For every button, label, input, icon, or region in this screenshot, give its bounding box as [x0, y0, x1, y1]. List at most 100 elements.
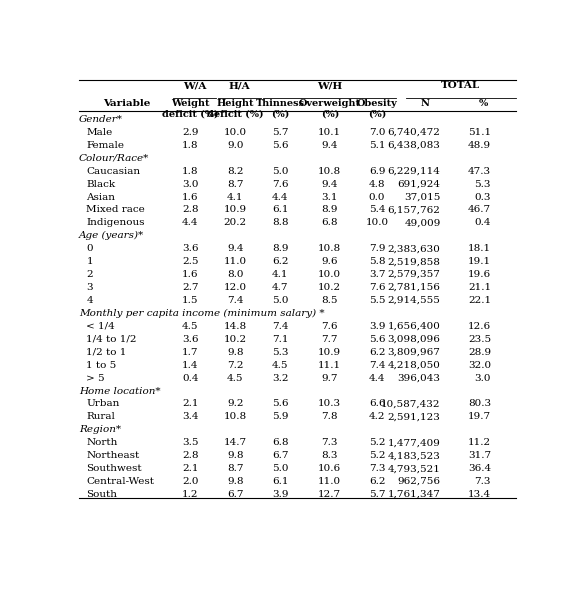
- Text: 3.1: 3.1: [321, 192, 338, 202]
- Text: 7.6: 7.6: [272, 180, 288, 189]
- Text: 37,015: 37,015: [404, 192, 441, 202]
- Text: 4,793,521: 4,793,521: [388, 464, 441, 473]
- Text: 5.7: 5.7: [369, 490, 385, 499]
- Text: 6.7: 6.7: [227, 490, 244, 499]
- Text: 5.1: 5.1: [369, 141, 385, 150]
- Text: 4.7: 4.7: [272, 283, 288, 292]
- Text: 3.6: 3.6: [182, 244, 198, 254]
- Text: 5.2: 5.2: [369, 452, 385, 460]
- Text: South: South: [86, 490, 117, 499]
- Text: 2.8: 2.8: [182, 205, 198, 214]
- Text: 5.3: 5.3: [272, 348, 288, 357]
- Text: 6.2: 6.2: [272, 257, 288, 266]
- Text: 7.4: 7.4: [227, 296, 244, 305]
- Text: 2,591,123: 2,591,123: [388, 412, 441, 422]
- Text: 5.9: 5.9: [272, 412, 288, 422]
- Text: 8.9: 8.9: [272, 244, 288, 254]
- Text: 12.6: 12.6: [468, 322, 491, 331]
- Text: 9.4: 9.4: [227, 244, 244, 254]
- Text: 3.9: 3.9: [272, 490, 288, 499]
- Text: 51.1: 51.1: [468, 128, 491, 137]
- Text: 4,183,523: 4,183,523: [388, 452, 441, 460]
- Text: 6.8: 6.8: [321, 218, 338, 227]
- Text: 4.2: 4.2: [369, 412, 385, 422]
- Text: 12.7: 12.7: [318, 490, 342, 499]
- Text: 6,229,114: 6,229,114: [388, 167, 441, 175]
- Text: 1/2 to 1: 1/2 to 1: [86, 348, 127, 357]
- Text: 5.7: 5.7: [272, 128, 288, 137]
- Text: 3.5: 3.5: [182, 438, 198, 447]
- Text: Black: Black: [86, 180, 115, 189]
- Text: 10.6: 10.6: [318, 464, 342, 473]
- Text: Colour/Race*: Colour/Race*: [79, 154, 149, 163]
- Text: Monthly per capita income (minimum salary) *: Monthly per capita income (minimum salar…: [79, 309, 324, 318]
- Text: 1/4 to 1/2: 1/4 to 1/2: [86, 335, 137, 344]
- Text: 7.3: 7.3: [474, 477, 491, 486]
- Text: 5.2: 5.2: [369, 438, 385, 447]
- Text: 8.3: 8.3: [321, 452, 338, 460]
- Text: Region*: Region*: [79, 425, 121, 434]
- Text: < 1/4: < 1/4: [86, 322, 115, 331]
- Text: 47.3: 47.3: [468, 167, 491, 175]
- Text: Rural: Rural: [86, 412, 115, 422]
- Text: 1.2: 1.2: [182, 490, 198, 499]
- Text: 2,383,630: 2,383,630: [388, 244, 441, 254]
- Text: Gender*: Gender*: [79, 115, 123, 124]
- Text: 6.9: 6.9: [369, 167, 385, 175]
- Text: 6.7: 6.7: [272, 452, 288, 460]
- Text: 0.4: 0.4: [182, 373, 198, 382]
- Text: 7.2: 7.2: [227, 360, 244, 370]
- Text: 19.1: 19.1: [468, 257, 491, 266]
- Text: 4.4: 4.4: [272, 192, 288, 202]
- Text: 10.9: 10.9: [318, 348, 342, 357]
- Text: Variable: Variable: [103, 100, 150, 109]
- Text: 9.6: 9.6: [321, 257, 338, 266]
- Text: Caucasian: Caucasian: [86, 167, 140, 175]
- Text: 0.0: 0.0: [369, 192, 385, 202]
- Text: 8.0: 8.0: [227, 270, 244, 279]
- Text: 12.0: 12.0: [224, 283, 247, 292]
- Text: 2,781,156: 2,781,156: [388, 283, 441, 292]
- Text: 6,438,083: 6,438,083: [388, 141, 441, 150]
- Text: 9.0: 9.0: [227, 141, 244, 150]
- Text: 7.6: 7.6: [321, 322, 338, 331]
- Text: Age (years)*: Age (years)*: [79, 232, 144, 241]
- Text: Thinness
(%): Thinness (%): [256, 100, 304, 119]
- Text: 3.2: 3.2: [272, 373, 288, 382]
- Text: 2: 2: [86, 270, 93, 279]
- Text: 3.7: 3.7: [369, 270, 385, 279]
- Text: 7.6: 7.6: [369, 283, 385, 292]
- Text: 1,477,409: 1,477,409: [388, 438, 441, 447]
- Text: 13.4: 13.4: [468, 490, 491, 499]
- Text: 3,809,967: 3,809,967: [388, 348, 441, 357]
- Text: 10.3: 10.3: [318, 400, 342, 409]
- Text: 21.1: 21.1: [468, 283, 491, 292]
- Text: > 5: > 5: [86, 373, 105, 382]
- Text: 1,656,400: 1,656,400: [388, 322, 441, 331]
- Text: 6.1: 6.1: [272, 205, 288, 214]
- Text: 2.1: 2.1: [182, 400, 198, 409]
- Text: H/A: H/A: [229, 81, 251, 90]
- Text: 23.5: 23.5: [468, 335, 491, 344]
- Text: 0: 0: [86, 244, 93, 254]
- Text: 7.1: 7.1: [272, 335, 288, 344]
- Text: %: %: [478, 100, 488, 109]
- Text: 3.4: 3.4: [182, 412, 198, 422]
- Text: 5.6: 5.6: [272, 400, 288, 409]
- Text: Mixed race: Mixed race: [86, 205, 145, 214]
- Text: 19.7: 19.7: [468, 412, 491, 422]
- Text: 6.2: 6.2: [369, 477, 385, 486]
- Text: 4: 4: [86, 296, 93, 305]
- Text: 10.0: 10.0: [318, 270, 342, 279]
- Text: 2.5: 2.5: [182, 257, 198, 266]
- Text: North: North: [86, 438, 118, 447]
- Text: 10.0: 10.0: [224, 128, 247, 137]
- Text: Female: Female: [86, 141, 125, 150]
- Text: 5.0: 5.0: [272, 167, 288, 175]
- Text: 8.7: 8.7: [227, 464, 244, 473]
- Text: 4.5: 4.5: [182, 322, 198, 331]
- Text: 49,009: 49,009: [404, 218, 441, 227]
- Text: 14.8: 14.8: [224, 322, 247, 331]
- Text: 7.3: 7.3: [321, 438, 338, 447]
- Text: 2.9: 2.9: [182, 128, 198, 137]
